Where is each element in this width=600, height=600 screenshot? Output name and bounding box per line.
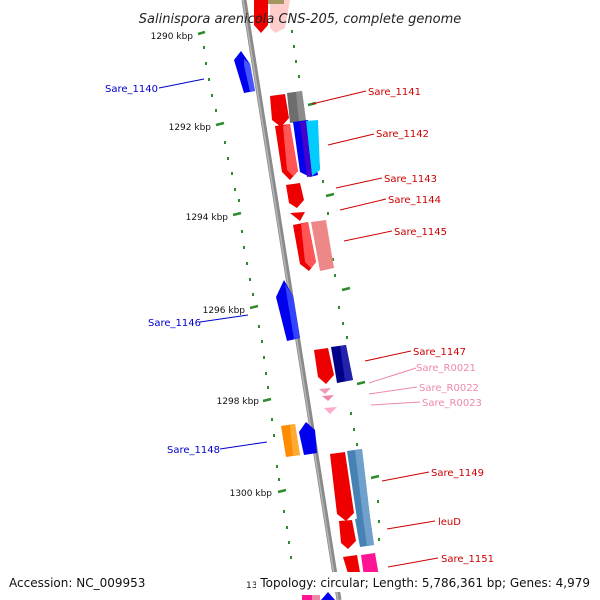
gene-sare-1147-shade — [340, 345, 353, 381]
gene-sare-1140-shade — [244, 59, 255, 92]
label-sare-1146[interactable]: Sare_1146 — [148, 318, 201, 329]
label-sare-1147[interactable]: Sare_1147 — [413, 347, 466, 358]
gene-sare-r0022[interactable] — [322, 395, 334, 401]
gene-sare-1148-blue[interactable] — [299, 422, 317, 455]
label-sare-1151[interactable]: Sare_1151 — [441, 554, 494, 565]
gene-sare-1144[interactable] — [290, 212, 305, 221]
label-sare-r0023[interactable]: Sare_R0023 — [422, 398, 482, 409]
left-scale-ticks — [197, 30, 287, 494]
gene-red-2-shade — [283, 124, 298, 176]
gene-sare-1142-cyan — [306, 120, 320, 176]
label-sare-1149[interactable]: Sare_1149 — [431, 468, 484, 479]
gene-sare-1149-red[interactable] — [330, 452, 354, 521]
gene-sare-1146-shade — [285, 284, 300, 339]
map-title: Salinispora arenicola CNS-205, complete … — [139, 12, 461, 27]
label-sare-1141[interactable]: Sare_1141 — [368, 87, 421, 98]
accession-text: Accession: NC_009953 — [9, 576, 145, 590]
footer-mask — [256, 572, 596, 592]
tick-label-1290: 1290 kbp — [151, 32, 194, 42]
gene-sare-1149-shade — [355, 449, 370, 518]
label-sare-1140[interactable]: Sare_1140 — [105, 84, 158, 95]
label-sare-r0021[interactable]: Sare_R0021 — [416, 363, 476, 374]
gene-sare-r0021[interactable] — [319, 388, 331, 394]
tick-label-1300: 1300 kbp — [230, 489, 273, 499]
gene-leud-red[interactable] — [339, 520, 356, 549]
label-sare-1148[interactable]: Sare_1148 — [167, 445, 220, 456]
gene-sare-1142-magenta — [300, 121, 312, 177]
gene-sare-1145-pink[interactable] — [311, 220, 334, 271]
gene-sare-1147-red[interactable] — [314, 348, 334, 384]
gene-partial-top-3[interactable] — [268, 0, 284, 4]
gene-sare-1141-shade — [296, 91, 306, 122]
gene-sare-1143[interactable] — [286, 183, 304, 208]
tick-label-1294: 1294 kbp — [186, 213, 229, 223]
tick-label-1296: 1296 kbp — [203, 306, 246, 316]
gene-partial-bottom-1[interactable] — [302, 595, 312, 600]
left-scale-dots — [203, 46, 292, 559]
gene-partial-bottom-3[interactable] — [321, 592, 335, 600]
gene-leud-shade — [363, 517, 374, 546]
label-sare-1142[interactable]: Sare_1142 — [376, 129, 429, 140]
label-sare-1145[interactable]: Sare_1145 — [394, 227, 447, 238]
gene-partial-top-2[interactable] — [270, 0, 290, 33]
gene-red-1[interactable] — [270, 94, 289, 127]
tick-label-1298: 1298 kbp — [217, 397, 260, 407]
label-leaders — [158, 78, 439, 568]
gene-sare-1148-shade — [290, 424, 300, 456]
label-leud[interactable]: leuD — [438, 517, 461, 528]
label-sare-r0022[interactable]: Sare_R0022 — [419, 383, 479, 394]
label-sare-1144[interactable]: Sare_1144 — [388, 195, 441, 206]
gene-sare-1145-shade — [301, 222, 316, 268]
topology-text: Topology: circular; Length: 5,786,361 bp… — [259, 576, 590, 590]
gene-partial-bottom-2[interactable] — [312, 595, 320, 600]
label-sare-1143[interactable]: Sare_1143 — [384, 174, 437, 185]
gene-partial-top-1[interactable] — [254, 0, 268, 33]
gene-sare-r0023[interactable] — [324, 407, 337, 414]
tick-label-1292: 1292 kbp — [169, 123, 212, 133]
